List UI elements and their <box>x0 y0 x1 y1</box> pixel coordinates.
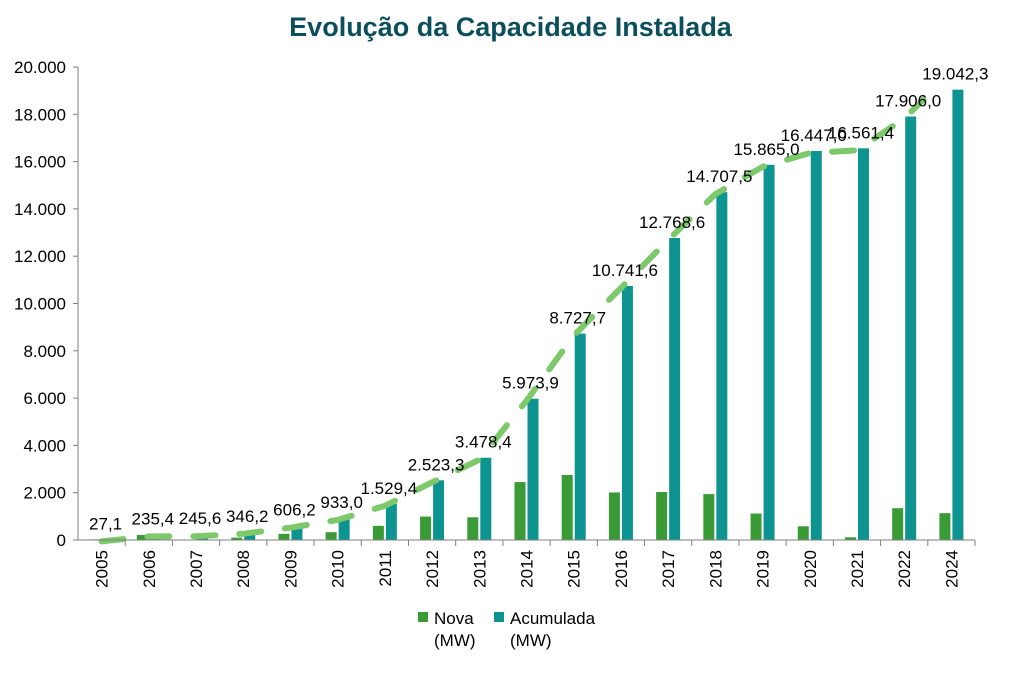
x-tick-label: 2011 <box>376 550 395 587</box>
bar-acumulada <box>527 398 539 540</box>
bar-nova <box>703 494 715 540</box>
x-tick-label: 2010 <box>329 550 348 588</box>
bar-acumulada <box>385 503 397 540</box>
bar-nova <box>231 537 243 540</box>
y-tick-label: 20.000 <box>14 58 66 77</box>
bar-acumulada <box>291 525 303 540</box>
data-label: 27,1 <box>89 514 122 533</box>
x-tick-label: 2021 <box>848 550 867 588</box>
bar-nova <box>514 482 526 540</box>
x-tick-label: 2018 <box>706 550 725 588</box>
chart-title: Evolução da Capacidade Instalada <box>289 12 732 42</box>
x-tick-label: 2016 <box>612 550 631 588</box>
data-label: 14.707,5 <box>686 167 752 186</box>
y-tick-label: 12.000 <box>14 247 66 266</box>
y-tick-label: 14.000 <box>14 200 66 219</box>
bar-nova <box>325 532 337 540</box>
bar-acumulada <box>810 151 822 540</box>
x-tick-label: 2019 <box>754 550 773 588</box>
bar-nova <box>797 526 809 540</box>
x-axis: 2005 2006 2007 2008 2009 2010 2011 2012 2013 2014… <box>78 539 976 588</box>
bar-nova <box>608 492 620 540</box>
legend-swatch-acumulada <box>494 612 504 622</box>
data-label: 8.727,7 <box>549 309 606 328</box>
y-tick-label: 0 <box>57 531 66 550</box>
data-label: 16.561,4 <box>828 123 894 142</box>
bar-nova <box>420 516 432 540</box>
x-tick-label: 2012 <box>423 550 442 588</box>
bar-nova <box>136 535 148 540</box>
y-tick-label: 8.000 <box>23 342 66 361</box>
data-label: 1.529,4 <box>361 479 418 498</box>
y-tick-label: 6.000 <box>23 389 66 408</box>
x-tick-label: 2020 <box>801 550 820 588</box>
legend-swatch-nova <box>418 612 428 622</box>
bar-acumulada <box>433 480 445 540</box>
bar-nova <box>939 513 951 540</box>
bar-nova <box>844 537 856 540</box>
data-label: 3.478,4 <box>455 433 512 452</box>
data-label: 16.447,0 <box>781 126 847 145</box>
bar-acumulada <box>716 192 728 541</box>
data-label: 19.042,3 <box>922 65 988 84</box>
trend-path <box>98 96 927 545</box>
bar-nova <box>561 474 573 540</box>
data-label: 17.906,0 <box>875 92 941 111</box>
bar-acumulada <box>338 517 350 540</box>
bar-nova <box>467 517 479 540</box>
bars <box>89 89 964 541</box>
legend-item-nova: Nova (MW) <box>418 608 476 652</box>
y-axis: 0 2.000 4.000 6.000 8.000 10.000 12.000 14.000 1… <box>14 58 79 550</box>
y-tick-label: 16.000 <box>14 153 66 172</box>
data-label: 933,0 <box>320 493 363 512</box>
bar-nova <box>892 508 904 540</box>
x-tick-label: 2014 <box>518 550 537 588</box>
y-tick-label: 4.000 <box>23 436 66 455</box>
data-label: 245,6 <box>179 509 222 528</box>
x-tick-label: 2024 <box>942 550 961 588</box>
bar-nova <box>750 513 762 540</box>
x-tick-label: 2022 <box>895 550 914 588</box>
legend-label-nova: Nova <box>434 609 474 628</box>
bar-acumulada <box>480 457 492 540</box>
data-labels: 27,1 235,4 245,6 346,2 606,2 933,01.529,4 2.52… <box>89 65 988 534</box>
data-label: 12.768,6 <box>639 213 705 232</box>
bar-acumulada <box>763 164 775 540</box>
bar-nova <box>656 491 668 540</box>
y-tick-label: 18.000 <box>14 105 66 124</box>
bar-acumulada <box>574 333 586 540</box>
legend-unit-acumulada: (MW) <box>510 631 552 650</box>
x-tick-label: 2007 <box>187 550 206 588</box>
y-tick-label: 2.000 <box>23 484 66 503</box>
bar-nova <box>372 525 384 540</box>
bar-acumulada <box>669 238 681 540</box>
bar-acumulada <box>952 89 964 541</box>
data-label: 346,2 <box>226 507 269 526</box>
data-label: 2.523,3 <box>408 455 465 474</box>
x-tick-label: 2006 <box>140 550 159 588</box>
bar-nova <box>278 533 290 540</box>
data-label: 606,2 <box>273 501 316 520</box>
bar-acumulada <box>621 285 633 540</box>
x-tick-label: 2009 <box>281 550 300 588</box>
x-tick-label: 2015 <box>565 550 584 588</box>
data-label: 235,4 <box>132 509 175 528</box>
y-tick-label: 10.000 <box>14 295 66 314</box>
x-tick-label: 2005 <box>93 550 112 588</box>
data-label: 15.865,0 <box>733 140 799 159</box>
trend-line <box>98 96 927 545</box>
bar-acumulada <box>905 116 917 540</box>
legend-item-acumulada: Acumulada (MW) <box>494 608 595 652</box>
legend-unit-nova: (MW) <box>434 631 476 650</box>
x-tick-label: 2013 <box>470 550 489 588</box>
x-tick-label: 2008 <box>234 550 253 588</box>
legend-label-acumulada: Acumulada <box>510 609 596 628</box>
x-tick-label: 2017 <box>659 550 678 588</box>
data-label: 5.973,9 <box>502 374 559 393</box>
bar-acumulada <box>857 148 869 541</box>
data-label: 10.741,6 <box>592 261 658 280</box>
